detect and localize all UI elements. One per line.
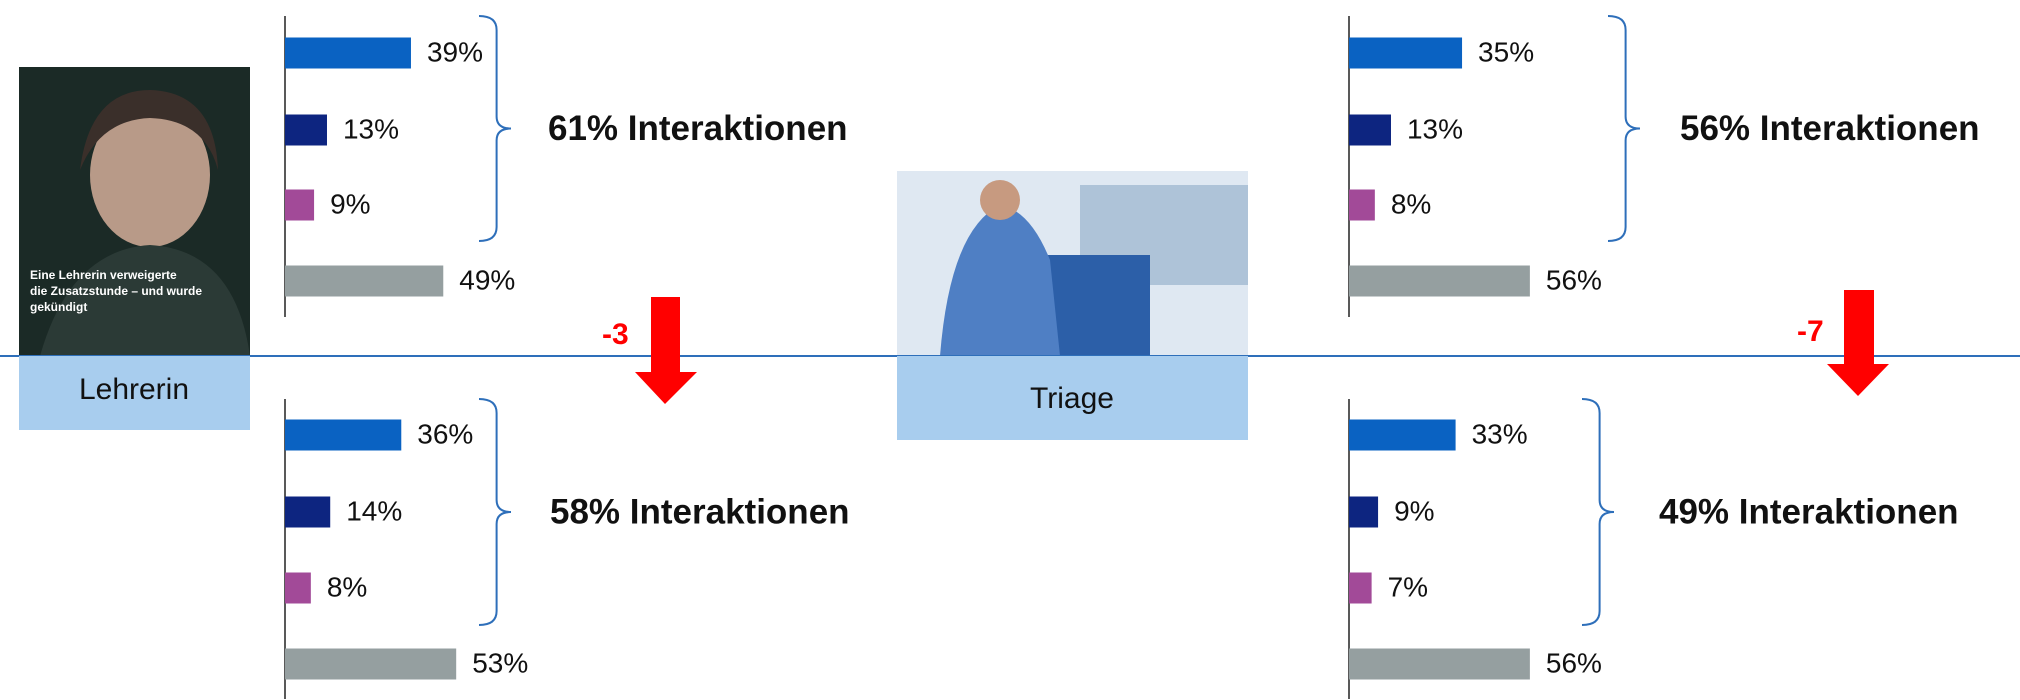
- portrait: [90, 103, 210, 247]
- value-label: 53%: [472, 647, 528, 678]
- bar: [1349, 265, 1530, 297]
- nurse-head: [980, 180, 1020, 220]
- change-label: -7: [1797, 315, 1824, 348]
- bar: [285, 265, 444, 297]
- value-label: 56%: [1546, 264, 1602, 295]
- bar: [285, 189, 315, 221]
- value-label: 56%: [1546, 647, 1602, 678]
- panel-label: Triage: [1030, 382, 1114, 415]
- annotation: 61% Interaktionen: [548, 109, 848, 148]
- bar: [285, 572, 311, 604]
- headline: Eine Lehrerin verweigerte: [30, 268, 177, 282]
- brace: [478, 398, 512, 626]
- bar: [285, 648, 457, 680]
- hair: [80, 90, 218, 170]
- annotation: 49% Interaktionen: [1659, 492, 1959, 531]
- bar: [285, 114, 327, 146]
- bar: [1349, 189, 1375, 221]
- value-label: 9%: [1394, 495, 1434, 526]
- bar: [1349, 648, 1530, 680]
- bar: [1349, 496, 1379, 528]
- value-label: 36%: [417, 418, 473, 449]
- brace: [1607, 15, 1641, 242]
- value-label: 39%: [427, 36, 483, 67]
- value-label: 49%: [459, 264, 515, 295]
- value-label: 8%: [1391, 188, 1431, 219]
- change-label: -3: [602, 318, 629, 351]
- bar: [285, 37, 411, 69]
- cart: [1040, 255, 1150, 356]
- label-box: [19, 356, 250, 430]
- annotation: 58% Interaktionen: [550, 492, 850, 531]
- down-arrow: [635, 297, 697, 404]
- value-label: 8%: [327, 571, 367, 602]
- value-label: 14%: [346, 495, 402, 526]
- bar: [1349, 114, 1391, 146]
- bar: [285, 419, 402, 451]
- panel-label: Lehrerin: [79, 373, 189, 406]
- label-box: [897, 356, 1248, 440]
- shoulders: [40, 245, 250, 356]
- value-label: 33%: [1472, 418, 1528, 449]
- bar: [1349, 37, 1463, 69]
- headline: gekündigt: [30, 300, 87, 314]
- value-label: 7%: [1388, 571, 1428, 602]
- nurse: [940, 205, 1060, 356]
- value-label: 13%: [1407, 113, 1463, 144]
- value-label: 35%: [1478, 36, 1534, 67]
- bar: [1349, 419, 1456, 451]
- down-arrow: [1827, 290, 1889, 396]
- value-label: 13%: [343, 113, 399, 144]
- value-label: 9%: [330, 188, 370, 219]
- bar: [1349, 572, 1372, 604]
- annotation: 56% Interaktionen: [1680, 109, 1980, 148]
- brace: [1581, 398, 1615, 626]
- bar: [285, 496, 331, 528]
- headline: die Zusatzstunde – und wurde: [30, 284, 202, 298]
- brace: [478, 15, 512, 242]
